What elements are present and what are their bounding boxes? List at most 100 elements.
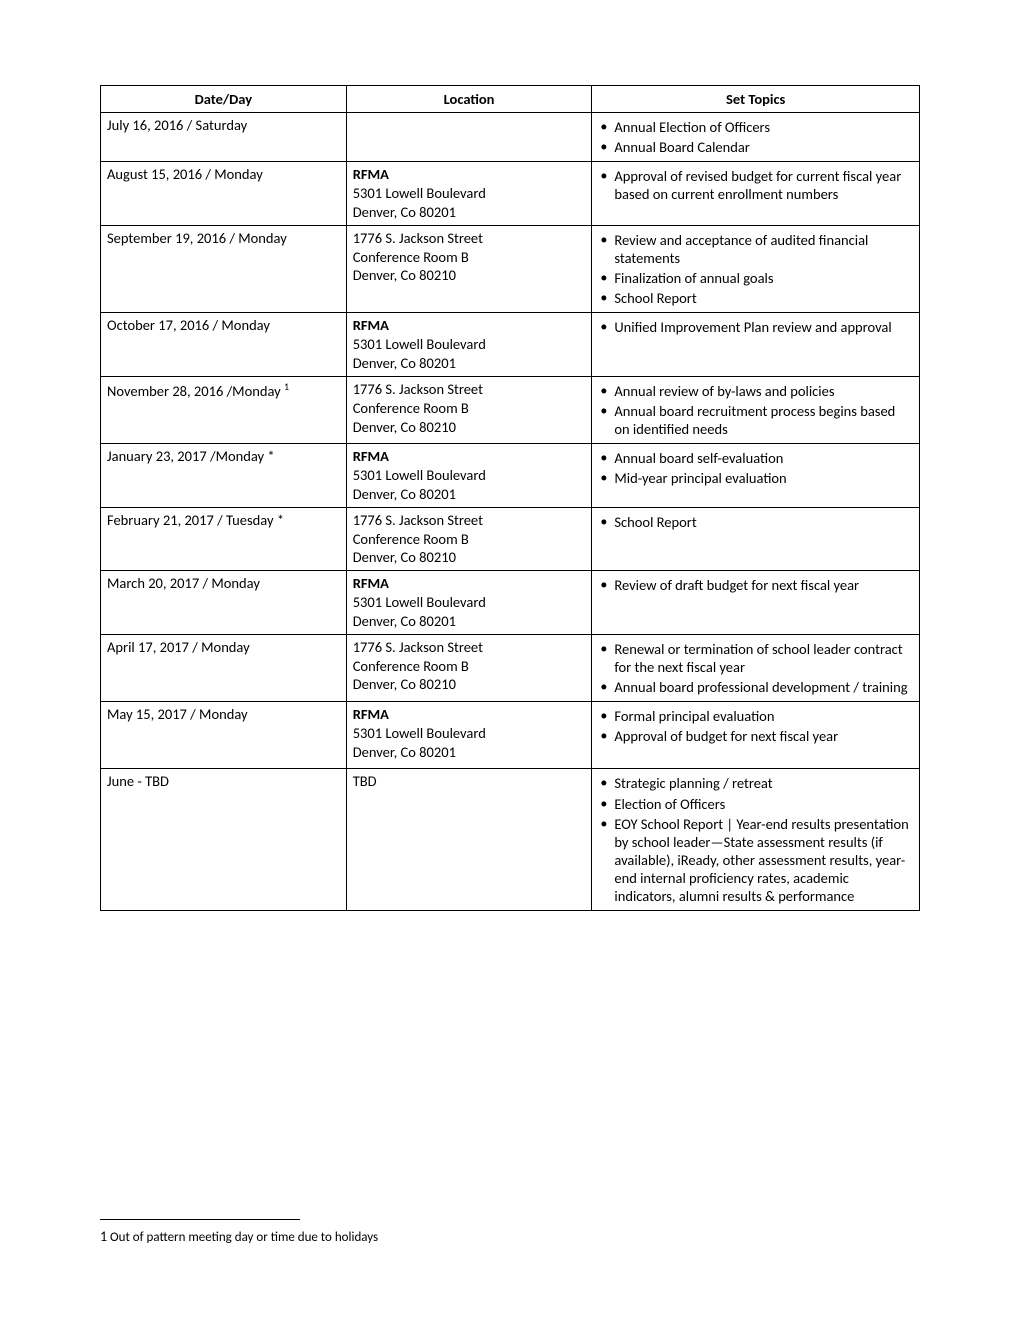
location-cell: RFMA5301 Lowell BoulevardDenver, Co 8020… bbox=[346, 162, 592, 226]
topic-item: Annual Election of Officers bbox=[598, 118, 913, 136]
location-line: Conference Room B bbox=[353, 248, 586, 267]
topic-item: Mid-year principal evaluation bbox=[598, 469, 913, 487]
footnote: 1 Out of pattern meeting day or time due… bbox=[100, 1228, 378, 1245]
topic-item: Annual review of by-laws and policies bbox=[598, 382, 913, 400]
date-cell: September 19, 2016 / Monday bbox=[101, 225, 347, 313]
topics-cell: Annual review of by-laws and policies Ann… bbox=[592, 376, 920, 443]
location-line: Conference Room B bbox=[353, 399, 586, 418]
location-cell: 1776 S. Jackson StreetConference Room BD… bbox=[346, 507, 592, 571]
location-line: Denver, Co 80201 bbox=[353, 203, 586, 222]
topics-list: Review of draft budget for next fiscal y… bbox=[598, 576, 913, 594]
table-row: April 17, 2017 / Monday 1776 S. Jackson S… bbox=[101, 634, 920, 701]
location-line: Denver, Co 80210 bbox=[353, 266, 586, 285]
table-row: July 16, 2016 / Saturday Annual Election … bbox=[101, 113, 920, 162]
date-cell: October 17, 2016 / Monday bbox=[101, 313, 347, 377]
topic-item: Annual board recruitment process begins … bbox=[598, 402, 913, 438]
header-date: Date/Day bbox=[101, 86, 347, 113]
date-cell: January 23, 2017 /Monday * bbox=[101, 444, 347, 508]
location-line: Conference Room B bbox=[353, 530, 586, 549]
topic-item: Annual board professional development / … bbox=[598, 678, 913, 696]
topic-item: Review and acceptance of audited financi… bbox=[598, 231, 913, 267]
topic-item: Election of Officers bbox=[598, 795, 913, 813]
footnote-separator bbox=[100, 1219, 300, 1220]
location-line: 5301 Lowell Boulevard bbox=[353, 335, 586, 354]
location-line: Denver, Co 80210 bbox=[353, 675, 586, 694]
location-line: 5301 Lowell Boulevard bbox=[353, 466, 586, 485]
table-row: September 19, 2016 / Monday 1776 S. Jacks… bbox=[101, 225, 920, 313]
topic-item: Formal principal evaluation bbox=[598, 707, 913, 725]
location-bold: RFMA bbox=[353, 165, 586, 184]
topic-item: EOY School Report | Year-end results pre… bbox=[598, 815, 913, 906]
location-line: 5301 Lowell Boulevard bbox=[353, 184, 586, 203]
topic-item: Annual board self-evaluation bbox=[598, 449, 913, 467]
topic-item: Annual Board Calendar bbox=[598, 138, 913, 156]
location-line: Denver, Co 80210 bbox=[353, 418, 586, 437]
date-cell: April 17, 2017 / Monday bbox=[101, 634, 347, 701]
topics-cell: Annual board self-evaluation Mid-year pri… bbox=[592, 444, 920, 508]
location-cell bbox=[346, 113, 592, 162]
date-superscript: 1 bbox=[284, 380, 289, 393]
topic-item: Renewal or termination of school leader … bbox=[598, 640, 913, 676]
location-cell: 1776 S. Jackson StreetConference Room BD… bbox=[346, 225, 592, 313]
location-line: Denver, Co 80201 bbox=[353, 354, 586, 373]
location-cell: RFMA5301 Lowell BoulevardDenver, Co 8020… bbox=[346, 571, 592, 635]
date-text: November 28, 2016 /Monday bbox=[107, 382, 281, 400]
topics-cell: Annual Election of Officers Annual Board … bbox=[592, 113, 920, 162]
topics-list: School Report bbox=[598, 513, 913, 531]
topic-item: Finalization of annual goals bbox=[598, 269, 913, 287]
location-bold: RFMA bbox=[353, 447, 586, 466]
date-text: August 15, 2016 / Monday bbox=[107, 165, 263, 183]
topics-list: Annual board self-evaluation Mid-year pri… bbox=[598, 449, 913, 487]
location-line: Denver, Co 80201 bbox=[353, 743, 586, 762]
topics-cell: Formal principal evaluation Approval of b… bbox=[592, 702, 920, 769]
topics-list: Unified Improvement Plan review and appr… bbox=[598, 318, 913, 336]
location-line: 1776 S. Jackson Street bbox=[353, 511, 586, 530]
location-cell: 1776 S. Jackson StreetConference Room BD… bbox=[346, 376, 592, 443]
topic-item: Unified Improvement Plan review and appr… bbox=[598, 318, 913, 336]
topics-cell: School Report bbox=[592, 507, 920, 571]
location-cell: TBD bbox=[346, 769, 592, 911]
table-row: August 15, 2016 / Monday RFMA5301 Lowell … bbox=[101, 162, 920, 226]
topics-list: Review and acceptance of audited financi… bbox=[598, 231, 913, 308]
spacer bbox=[598, 747, 913, 765]
topic-item: Review of draft budget for next fiscal y… bbox=[598, 576, 913, 594]
location-line: 5301 Lowell Boulevard bbox=[353, 593, 586, 612]
location-bold: RFMA bbox=[353, 316, 586, 335]
topic-item: School Report bbox=[598, 513, 913, 531]
date-cell: August 15, 2016 / Monday bbox=[101, 162, 347, 226]
header-topics: Set Topics bbox=[592, 86, 920, 113]
date-cell: February 21, 2017 / Tuesday * bbox=[101, 507, 347, 571]
topics-cell: Review and acceptance of audited financi… bbox=[592, 225, 920, 313]
date-text: July 16, 2016 / Saturday bbox=[107, 116, 247, 134]
table-row: November 28, 2016 /Monday 11776 S. Jacks… bbox=[101, 376, 920, 443]
date-cell: March 20, 2017 / Monday bbox=[101, 571, 347, 635]
location-cell: 1776 S. Jackson StreetConference Room BD… bbox=[346, 634, 592, 701]
footnote-text: Out of pattern meeting day or time due t… bbox=[107, 1230, 378, 1245]
topics-list: Annual review of by-laws and policies Ann… bbox=[598, 382, 913, 438]
date-cell: November 28, 2016 /Monday 1 bbox=[101, 376, 347, 443]
table-row: October 17, 2016 / Monday RFMA5301 Lowell… bbox=[101, 313, 920, 377]
location-bold: RFMA bbox=[353, 705, 586, 724]
location-line: Conference Room B bbox=[353, 657, 586, 676]
date-text: October 17, 2016 / Monday bbox=[107, 316, 270, 334]
table-row: February 21, 2017 / Tuesday *1776 S. Jac… bbox=[101, 507, 920, 571]
table-row: May 15, 2017 / Monday RFMA5301 Lowell Bou… bbox=[101, 702, 920, 769]
location-cell: RFMA5301 Lowell BoulevardDenver, Co 8020… bbox=[346, 313, 592, 377]
topic-item: Approval of budget for next fiscal year bbox=[598, 727, 913, 745]
location-line: Denver, Co 80201 bbox=[353, 485, 586, 504]
location-line: 1776 S. Jackson Street bbox=[353, 638, 586, 657]
topics-cell: Approval of revised budget for current f… bbox=[592, 162, 920, 226]
schedule-table: Date/Day Location Set Topics July 16, 20… bbox=[100, 85, 920, 911]
location-bold: RFMA bbox=[353, 574, 586, 593]
location-line: 5301 Lowell Boulevard bbox=[353, 724, 586, 743]
topic-item: Strategic planning / retreat bbox=[598, 774, 913, 792]
location-cell: RFMA5301 Lowell BoulevardDenver, Co 8020… bbox=[346, 444, 592, 508]
table-header-row: Date/Day Location Set Topics bbox=[101, 86, 920, 113]
date-text: September 19, 2016 / Monday bbox=[107, 229, 287, 247]
topics-list: Formal principal evaluation Approval of b… bbox=[598, 707, 913, 745]
topics-cell: Renewal or termination of school leader … bbox=[592, 634, 920, 701]
date-text: January 23, 2017 /Monday * bbox=[107, 447, 275, 465]
date-text: May 15, 2017 / Monday bbox=[107, 705, 248, 723]
topics-cell: Strategic planning / retreat Election of … bbox=[592, 769, 920, 911]
date-text: April 17, 2017 / Monday bbox=[107, 638, 250, 656]
